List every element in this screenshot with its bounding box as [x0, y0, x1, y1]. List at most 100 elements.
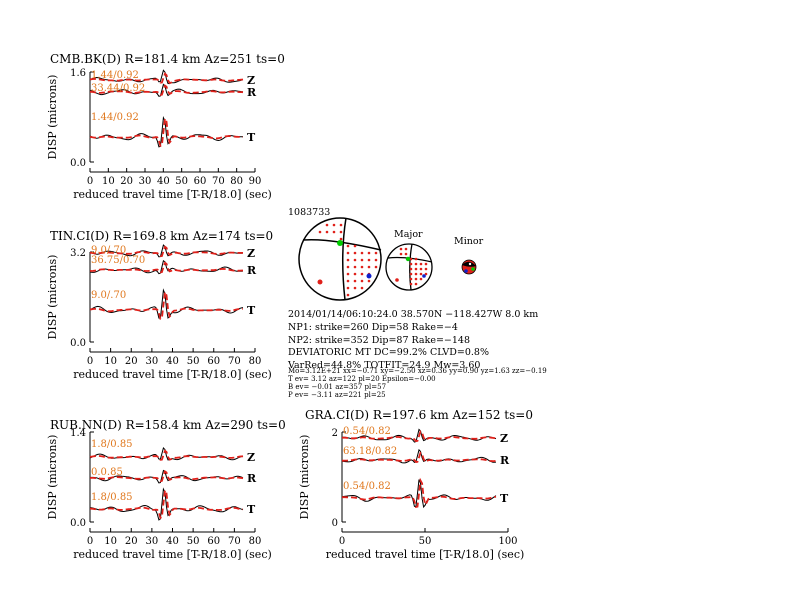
x-tick-label: 70 — [228, 356, 241, 367]
y-tick-label: 0.0 — [70, 158, 86, 169]
compressional-dot — [346, 293, 350, 297]
tension-axis-dot — [366, 273, 372, 279]
event-id: 1083733 — [288, 207, 330, 218]
x-tick-label: 50 — [175, 176, 188, 187]
waveform-panel-1: CMB.BK(D) R=181.4 km Az=251 ts=0 0 10 20 30 4… — [46, 52, 285, 201]
event-deviatoric: DEVIATORIC MT DC=99.2% CLVD=0.8% — [288, 347, 489, 358]
x-tick-label: 20 — [125, 356, 138, 367]
compressional-dot — [360, 258, 364, 262]
shift-label: 63.18/0.82 — [343, 446, 397, 457]
x-tick-label: 70 — [228, 536, 241, 547]
waveform-panel-4: GRA.CI(D) R=197.6 km Az=152 ts=0 0 50 100 0 2… — [298, 408, 533, 561]
observed-trace-t — [89, 115, 244, 148]
compressional-dot — [339, 230, 343, 234]
compressional-dot — [353, 265, 357, 269]
compressional-dot — [409, 257, 413, 261]
component-label: Z — [247, 247, 255, 260]
synthetic-trace-r — [89, 469, 244, 483]
compressional-dot — [360, 265, 364, 269]
x-axis-label: reduced travel time [T-R/18.0] (sec) — [73, 368, 272, 381]
shift-label: 0.0.85 — [91, 467, 123, 478]
compressional-dot — [419, 262, 423, 266]
compressional-dot — [409, 262, 413, 266]
major-label: Major — [394, 229, 423, 240]
compressional-dot — [360, 279, 364, 283]
x-tick-label: 40 — [166, 356, 179, 367]
x-tick-label: 20 — [125, 536, 138, 547]
shift-label: 0.54/0.82 — [343, 481, 391, 492]
compressional-dot — [419, 267, 423, 271]
observed-trace-r — [341, 448, 497, 464]
x-tick-label: 0 — [87, 176, 93, 187]
x-tick-label: 30 — [139, 176, 152, 187]
x-tick-label: 0 — [87, 356, 93, 367]
x-tick-label: 70 — [212, 176, 225, 187]
x-tick-label: 50 — [187, 536, 200, 547]
compressional-dot — [367, 251, 371, 255]
event-tev: T ev= 3.12 az=122 pl=20 Epsilon=−0.00 — [288, 375, 436, 383]
compressional-dot — [325, 223, 329, 227]
x-tick-label: 0 — [339, 536, 345, 547]
y-tick-label: 0.0 — [70, 338, 86, 349]
compressional-dot — [346, 251, 350, 255]
compressional-dot — [414, 277, 418, 281]
compressional-dot — [325, 230, 329, 234]
event-bev: B ev= −0.01 az=357 pl=57 — [288, 383, 386, 391]
event-info: 1083733 2014/01/14/06:10:24.0 38.570N −1… — [287, 207, 547, 399]
compressional-dot — [424, 262, 428, 266]
compressional-dot — [409, 282, 413, 286]
compressional-dot — [353, 272, 357, 276]
x-tick-label: 10 — [102, 176, 115, 187]
shift-label: 1.44/0.92 — [91, 70, 139, 81]
x-tick-label: 100 — [498, 536, 517, 547]
compressional-dot — [399, 247, 403, 251]
shift-label: 1.8/0.85 — [91, 492, 133, 503]
shift-label: 0.54/0.82 — [343, 426, 391, 437]
compressional-dot — [360, 251, 364, 255]
y-axis-label: DISP (microns) — [298, 435, 311, 520]
compressional-dot — [374, 258, 378, 262]
compressional-dot — [346, 265, 350, 269]
shift-label: 1.8/0.85 — [91, 439, 133, 450]
observed-trace-r — [89, 469, 244, 484]
x-tick-label: 40 — [166, 536, 179, 547]
component-label: T — [247, 304, 256, 317]
minor-label: Minor — [454, 236, 484, 247]
observed-trace-t — [90, 487, 244, 521]
event-origin: 2014/01/14/06:10:24.0 38.570N −118.427W … — [288, 309, 538, 320]
compressional-dot — [346, 272, 350, 276]
pressure-axis-dot — [317, 279, 323, 285]
waveform-panel-2: TIN.CI(D) R=169.8 km Az=174 ts=0 0 10 20 30 4… — [46, 229, 273, 381]
observed-trace-z — [89, 244, 244, 258]
compressional-dot — [318, 230, 322, 234]
compressional-dot — [339, 223, 343, 227]
compressional-dot — [399, 252, 403, 256]
y-tick-label: 1.4 — [70, 428, 86, 439]
compressional-dot — [353, 251, 357, 255]
x-tick-label: 60 — [207, 536, 220, 547]
y-tick-label: 1.6 — [70, 68, 86, 79]
panel-title: TIN.CI(D) R=169.8 km Az=174 ts=0 — [50, 229, 273, 243]
event-np2: NP2: strike=352 Dip=87 Rake=−148 — [288, 335, 470, 346]
y-tick-label: 0 — [332, 518, 338, 529]
synthetic-trace-z — [89, 72, 244, 85]
compressional-dot — [419, 272, 423, 276]
y-axis-label: DISP (microns) — [46, 435, 59, 520]
component-label: Z — [247, 74, 255, 87]
nodal-point — [337, 240, 343, 246]
event-np1: NP1: strike=260 Dip=58 Rake=−4 — [288, 322, 458, 333]
synthetic-trace-t — [89, 115, 243, 148]
component-label: R — [247, 472, 257, 485]
synthetic-trace-r — [89, 84, 244, 96]
compressional-dot — [367, 265, 371, 269]
x-tick-label: 0 — [87, 536, 93, 547]
compressional-dot — [346, 279, 350, 283]
shift-label: 9.0/.70 — [91, 290, 126, 301]
shift-label: 36.75/0.70 — [91, 255, 145, 266]
compressional-dot — [360, 286, 364, 290]
compressional-dot — [424, 272, 428, 276]
compressional-dots-full — [318, 223, 378, 297]
compressional-dot — [332, 223, 336, 227]
y-tick-label: 2 — [332, 428, 338, 439]
